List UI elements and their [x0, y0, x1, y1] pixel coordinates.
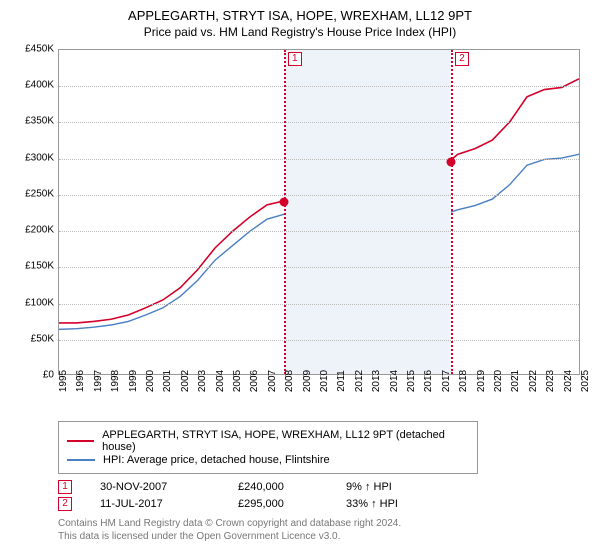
x-tick-label: 2010	[319, 370, 330, 392]
footer-line-2: This data is licensed under the Open Gov…	[58, 530, 588, 543]
x-tick-label: 2006	[249, 370, 260, 392]
x-tick-label: 2007	[267, 370, 278, 392]
x-tick-label: 2018	[458, 370, 469, 392]
gridline	[59, 159, 579, 160]
sale-delta: 9% ↑ HPI	[346, 481, 392, 493]
sale-date: 30-NOV-2007	[100, 481, 210, 493]
y-tick-label: £100K	[25, 297, 54, 308]
legend-swatch	[67, 459, 95, 461]
x-tick-label: 2025	[580, 370, 591, 392]
x-tick-label: 2000	[145, 370, 156, 392]
y-tick-label: £450K	[25, 44, 54, 55]
x-tick-label: 2023	[545, 370, 556, 392]
legend-label: APPLEGARTH, STRYT ISA, HOPE, WREXHAM, LL…	[102, 429, 469, 453]
x-tick-label: 2011	[336, 370, 347, 392]
x-tick-label: 1996	[75, 370, 86, 392]
gridline	[59, 340, 579, 341]
sale-row: 1 30-NOV-2007 £240,000 9% ↑ HPI	[58, 480, 588, 494]
x-axis-labels: 1995199619971998199920002001200220032004…	[58, 377, 580, 413]
y-tick-label: £300K	[25, 152, 54, 163]
gridline	[59, 195, 579, 196]
x-tick-label: 2014	[389, 370, 400, 392]
gridline	[59, 304, 579, 305]
sale-price: £240,000	[238, 481, 318, 493]
sale-price: £295,000	[238, 498, 318, 510]
legend-swatch	[67, 440, 94, 442]
sale-date: 11-JUL-2017	[100, 498, 210, 510]
shaded-region	[284, 50, 451, 374]
gridline	[59, 231, 579, 232]
sale-row: 2 11-JUL-2017 £295,000 33% ↑ HPI	[58, 497, 588, 511]
x-tick-label: 2004	[215, 370, 226, 392]
x-tick-label: 1995	[58, 370, 69, 392]
gridline	[59, 86, 579, 87]
sale-vline	[451, 50, 453, 374]
x-tick-label: 1999	[128, 370, 139, 392]
footer-text: Contains HM Land Registry data © Crown c…	[58, 517, 588, 543]
x-tick-label: 2021	[510, 370, 521, 392]
y-tick-label: £150K	[25, 261, 54, 272]
x-tick-label: 2012	[354, 370, 365, 392]
x-tick-label: 2003	[197, 370, 208, 392]
sale-marker-box: 2	[455, 52, 469, 66]
x-tick-label: 2015	[406, 370, 417, 392]
sale-marker-box: 1	[288, 52, 302, 66]
x-tick-label: 2022	[528, 370, 539, 392]
x-tick-label: 1997	[93, 370, 104, 392]
x-tick-label: 1998	[110, 370, 121, 392]
x-tick-label: 2024	[563, 370, 574, 392]
y-tick-label: £400K	[25, 80, 54, 91]
x-tick-label: 2001	[162, 370, 173, 392]
chart-container: APPLEGARTH, STRYT ISA, HOPE, WREXHAM, LL…	[0, 0, 600, 560]
y-tick-label: £250K	[25, 188, 54, 199]
sale-delta: 33% ↑ HPI	[346, 498, 398, 510]
x-tick-label: 2009	[302, 370, 313, 392]
x-tick-label: 2013	[371, 370, 382, 392]
y-tick-label: £200K	[25, 225, 54, 236]
sales-list: 1 30-NOV-2007 £240,000 9% ↑ HPI 2 11-JUL-2017…	[12, 480, 588, 511]
sale-point	[447, 158, 456, 167]
legend-label: HPI: Average price, detached house, Flin…	[103, 454, 330, 466]
x-tick-label: 2020	[493, 370, 504, 392]
legend-row: APPLEGARTH, STRYT ISA, HOPE, WREXHAM, LL…	[67, 429, 469, 453]
footer-line-1: Contains HM Land Registry data © Crown c…	[58, 517, 588, 530]
gridline	[59, 267, 579, 268]
x-tick-label: 2017	[441, 370, 452, 392]
y-axis-labels: £0£50K£100K£150K£200K£250K£300K£350K£400…	[12, 49, 56, 375]
chart-area: £0 £50K £100K £150K £200K £250K £300K £350K £400…	[12, 45, 588, 415]
gridline	[59, 122, 579, 123]
x-tick-label: 2008	[284, 370, 295, 392]
sale-row-marker: 1	[58, 480, 72, 494]
y-tick-label: £50K	[31, 333, 54, 344]
legend-row: HPI: Average price, detached house, Flin…	[67, 454, 469, 466]
legend: APPLEGARTH, STRYT ISA, HOPE, WREXHAM, LL…	[58, 421, 478, 474]
chart-subtitle: Price paid vs. HM Land Registry's House …	[12, 25, 588, 39]
x-tick-label: 2002	[180, 370, 191, 392]
y-tick-label: £350K	[25, 116, 54, 127]
sale-point	[279, 198, 288, 207]
x-tick-label: 2016	[423, 370, 434, 392]
plot-area: 12	[58, 49, 580, 375]
sale-row-marker: 2	[58, 497, 72, 511]
sale-vline	[284, 50, 286, 374]
y-tick-label: £0	[43, 370, 54, 381]
chart-title: APPLEGARTH, STRYT ISA, HOPE, WREXHAM, LL…	[12, 8, 588, 23]
x-tick-label: 2005	[232, 370, 243, 392]
x-tick-label: 2019	[476, 370, 487, 392]
